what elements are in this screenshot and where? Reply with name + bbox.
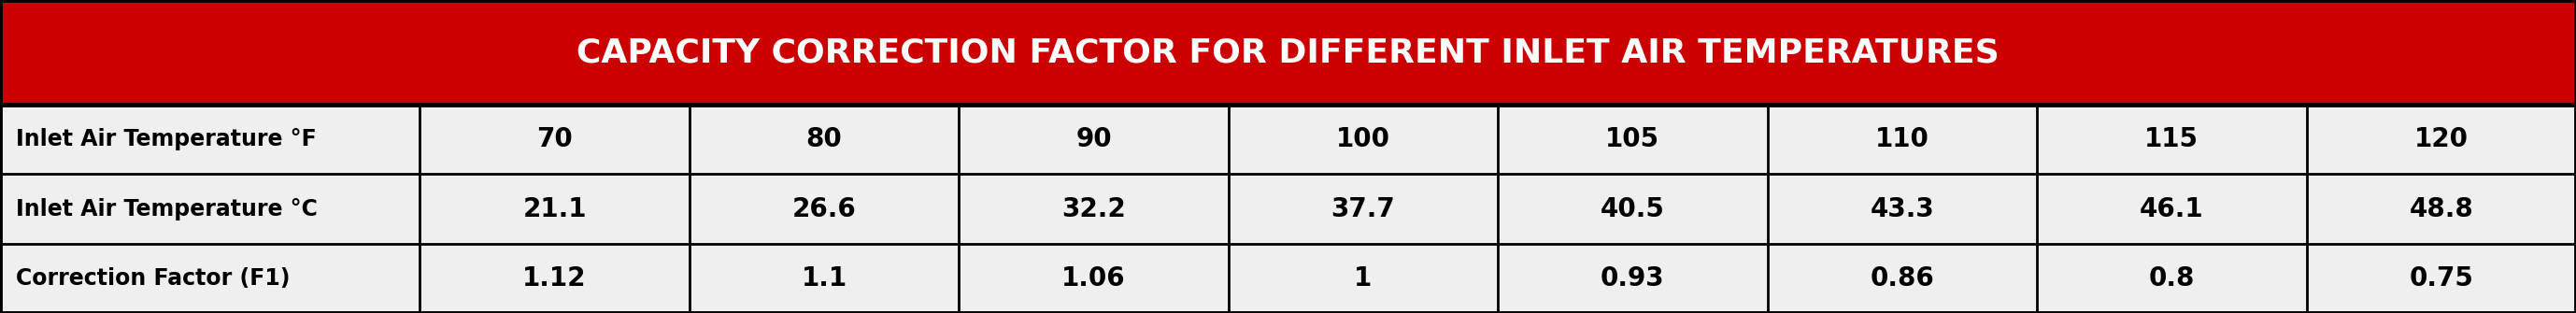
Bar bbox=[0, 244, 420, 313]
Bar bbox=[420, 105, 690, 174]
Text: 1.1: 1.1 bbox=[801, 265, 848, 291]
Bar bbox=[2306, 105, 2576, 174]
Bar bbox=[1229, 244, 1499, 313]
Text: Inlet Air Temperature °C: Inlet Air Temperature °C bbox=[15, 198, 317, 220]
Bar bbox=[690, 244, 958, 313]
Bar bbox=[2038, 244, 2306, 313]
Text: 1.06: 1.06 bbox=[1061, 265, 1126, 291]
Bar bbox=[690, 105, 958, 174]
Text: 1.12: 1.12 bbox=[523, 265, 587, 291]
Bar bbox=[1229, 105, 1499, 174]
Text: Correction Factor (F1): Correction Factor (F1) bbox=[15, 267, 289, 290]
Text: CAPACITY CORRECTION FACTOR FOR DIFFERENT INLET AIR TEMPERATURES: CAPACITY CORRECTION FACTOR FOR DIFFERENT… bbox=[577, 37, 1999, 68]
Bar bbox=[2306, 174, 2576, 244]
Bar bbox=[0, 174, 420, 244]
Bar bbox=[1767, 105, 2038, 174]
Bar bbox=[2306, 244, 2576, 313]
Text: 80: 80 bbox=[806, 126, 842, 153]
Text: 37.7: 37.7 bbox=[1332, 196, 1396, 222]
Text: 0.75: 0.75 bbox=[2409, 265, 2473, 291]
Text: 43.3: 43.3 bbox=[1870, 196, 1935, 222]
Text: 0.86: 0.86 bbox=[1870, 265, 1935, 291]
Bar bbox=[1767, 174, 2038, 244]
Text: 0.8: 0.8 bbox=[2148, 265, 2195, 291]
Bar bbox=[420, 244, 690, 313]
Bar bbox=[1767, 244, 2038, 313]
Bar bbox=[958, 105, 1229, 174]
Text: 90: 90 bbox=[1077, 126, 1113, 153]
Text: 110: 110 bbox=[1875, 126, 1929, 153]
Bar bbox=[0, 0, 2576, 105]
Bar bbox=[958, 244, 1229, 313]
Bar bbox=[420, 174, 690, 244]
Text: 115: 115 bbox=[2146, 126, 2200, 153]
Text: 40.5: 40.5 bbox=[1600, 196, 1664, 222]
Text: 21.1: 21.1 bbox=[523, 196, 587, 222]
Bar bbox=[2038, 174, 2306, 244]
Bar bbox=[0, 105, 420, 174]
Text: Inlet Air Temperature °F: Inlet Air Temperature °F bbox=[15, 128, 317, 151]
Bar bbox=[1499, 244, 1767, 313]
Text: 105: 105 bbox=[1605, 126, 1659, 153]
Text: 26.6: 26.6 bbox=[791, 196, 855, 222]
Bar bbox=[1499, 174, 1767, 244]
Bar bbox=[690, 174, 958, 244]
Bar bbox=[2038, 105, 2306, 174]
Text: 70: 70 bbox=[536, 126, 572, 153]
Bar bbox=[1229, 174, 1499, 244]
Bar bbox=[1499, 105, 1767, 174]
Text: 46.1: 46.1 bbox=[2141, 196, 2205, 222]
Text: 100: 100 bbox=[1337, 126, 1391, 153]
Text: 48.8: 48.8 bbox=[2409, 196, 2473, 222]
Text: 1: 1 bbox=[1355, 265, 1373, 291]
Text: 0.93: 0.93 bbox=[1600, 265, 1664, 291]
Text: 32.2: 32.2 bbox=[1061, 196, 1126, 222]
Text: 120: 120 bbox=[2414, 126, 2468, 153]
Bar bbox=[958, 174, 1229, 244]
